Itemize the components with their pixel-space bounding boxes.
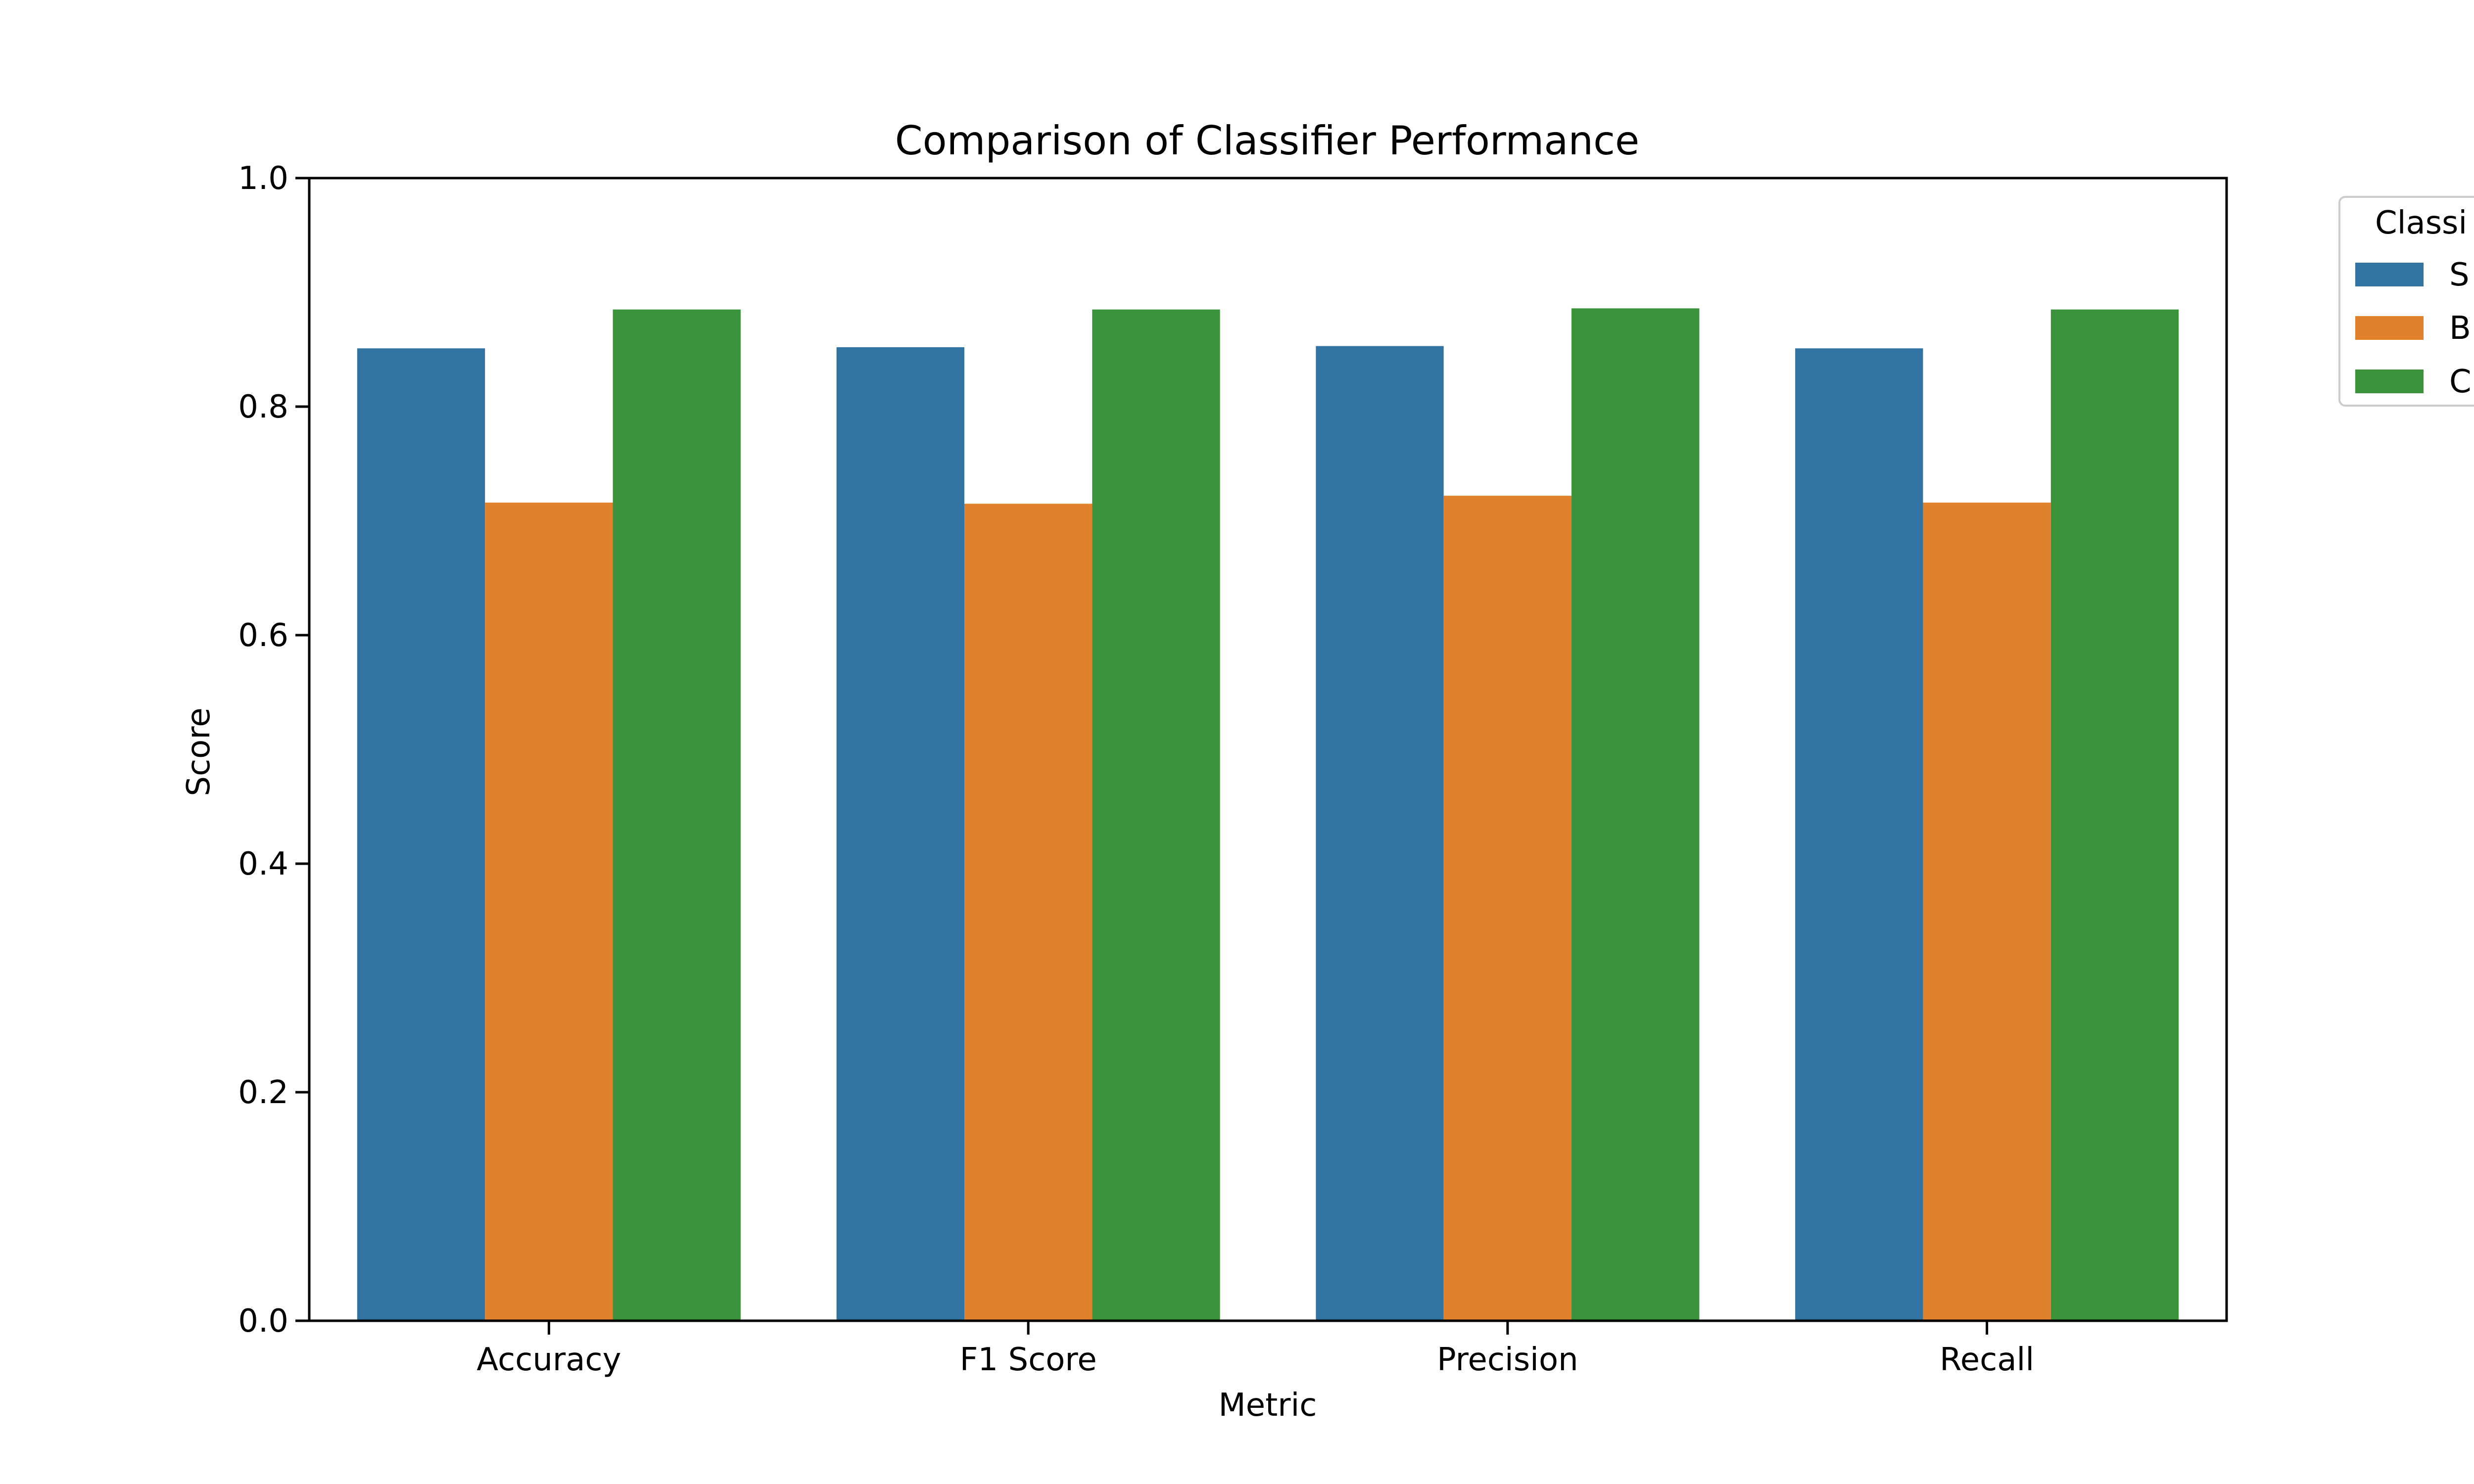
legend-swatch: [2355, 263, 2424, 286]
bar-precision-c: [1571, 308, 1700, 1321]
bar-f1-score-b: [964, 504, 1093, 1321]
y-axis-label: Score: [181, 707, 217, 796]
bar-f1-score-s: [836, 347, 964, 1321]
bar-accuracy-s: [357, 348, 485, 1321]
x-axis-label: Metric: [1219, 1387, 1317, 1424]
legend-label: C: [2449, 364, 2472, 400]
x-tick-label: Accuracy: [476, 1342, 621, 1378]
legend: Classi SBC: [2338, 196, 2474, 407]
x-tick-label: Precision: [1437, 1342, 1578, 1378]
y-axis-ticks: 0.0 0.2 0.4 0.6 0.8 1.0: [238, 160, 309, 1340]
y-tick-label: 0.4: [238, 846, 288, 882]
bar-recall-b: [1923, 503, 2051, 1321]
legend-frame: [2338, 196, 2474, 407]
bar-recall-s: [1795, 348, 1923, 1321]
plot-frame: [308, 177, 2228, 1322]
bar-precision-b: [1443, 496, 1572, 1321]
bar-precision-s: [1316, 346, 1444, 1321]
bar-f1-score-c: [1092, 309, 1220, 1321]
y-tick-label: 0.2: [238, 1074, 288, 1111]
y-tick-label: 0.0: [238, 1303, 288, 1340]
y-tick-label: 0.8: [238, 389, 288, 425]
x-tick-label: F1 Score: [960, 1342, 1097, 1378]
y-tick-label: 1.0: [238, 160, 288, 197]
legend-label: B: [2449, 310, 2471, 347]
chart-title: Comparison of Classifier Performance: [895, 118, 1640, 164]
x-tick-label: Recall: [1940, 1342, 2034, 1378]
bars: [357, 308, 2179, 1321]
legend-label: S: [2449, 257, 2470, 293]
x-axis-ticks: Accuracy F1 Score Precision Recall: [476, 1321, 2034, 1378]
bar-recall-c: [2050, 309, 2179, 1321]
y-tick-label: 0.6: [238, 617, 288, 654]
legend-swatch: [2355, 370, 2424, 393]
legend-title: Classi: [2375, 205, 2467, 241]
bar-accuracy-c: [613, 309, 741, 1321]
bar-accuracy-b: [485, 503, 613, 1321]
legend-swatch: [2355, 316, 2424, 340]
